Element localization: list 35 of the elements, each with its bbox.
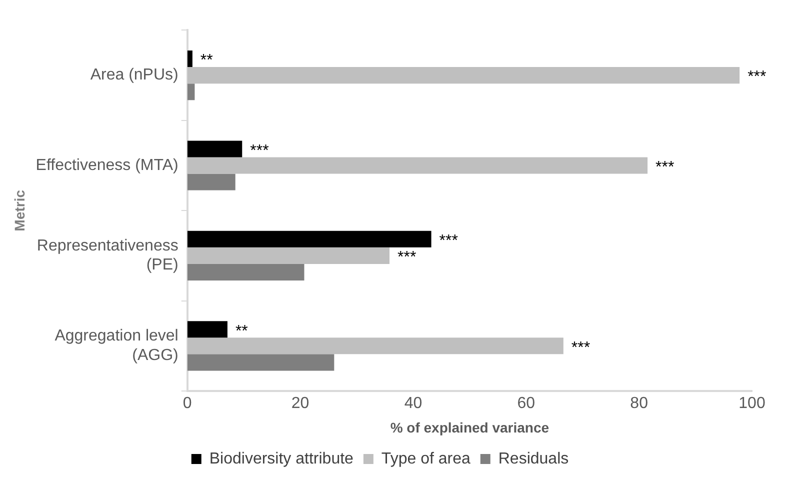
data-label: *** bbox=[571, 339, 590, 356]
data-label: ** bbox=[200, 52, 213, 70]
x-tick-label: 40 bbox=[404, 395, 422, 412]
x-tick-label: 60 bbox=[517, 395, 536, 412]
y-tick-label: Aggregation level (AGG) bbox=[54, 328, 178, 364]
legend-label: Residuals bbox=[498, 450, 569, 468]
bar bbox=[187, 50, 192, 68]
bar bbox=[187, 174, 236, 190]
data-label: *** bbox=[439, 232, 458, 250]
bar bbox=[187, 354, 334, 371]
y-tick-label: Representativeness (PE) bbox=[36, 238, 178, 274]
data-label: ** bbox=[235, 322, 248, 340]
x-tick-label: 20 bbox=[291, 395, 310, 412]
bar bbox=[187, 338, 564, 354]
bar bbox=[187, 230, 432, 248]
data-label: *** bbox=[250, 142, 269, 160]
y-tick-label: Effectiveness (MTA) bbox=[36, 156, 178, 174]
bar bbox=[187, 321, 228, 338]
x-tick-label: 100 bbox=[738, 395, 766, 412]
x-tick-label: 0 bbox=[182, 395, 192, 412]
bar bbox=[187, 264, 304, 281]
bar bbox=[187, 67, 740, 84]
data-label: *** bbox=[656, 158, 674, 176]
bar bbox=[187, 140, 242, 158]
y-axis-title: Metric bbox=[11, 190, 28, 232]
x-tick-label: 80 bbox=[630, 395, 648, 412]
legend-label: Biodiversity attribute bbox=[209, 450, 354, 468]
x-axis-title: % of explained variance bbox=[390, 419, 550, 436]
bar bbox=[187, 84, 195, 100]
bar bbox=[187, 157, 648, 174]
data-label: *** bbox=[398, 249, 416, 266]
data-label: *** bbox=[748, 68, 766, 86]
legend-label: Type of area bbox=[381, 450, 470, 468]
bar bbox=[187, 247, 390, 264]
y-tick-label: Area (nPUs) bbox=[90, 66, 178, 84]
